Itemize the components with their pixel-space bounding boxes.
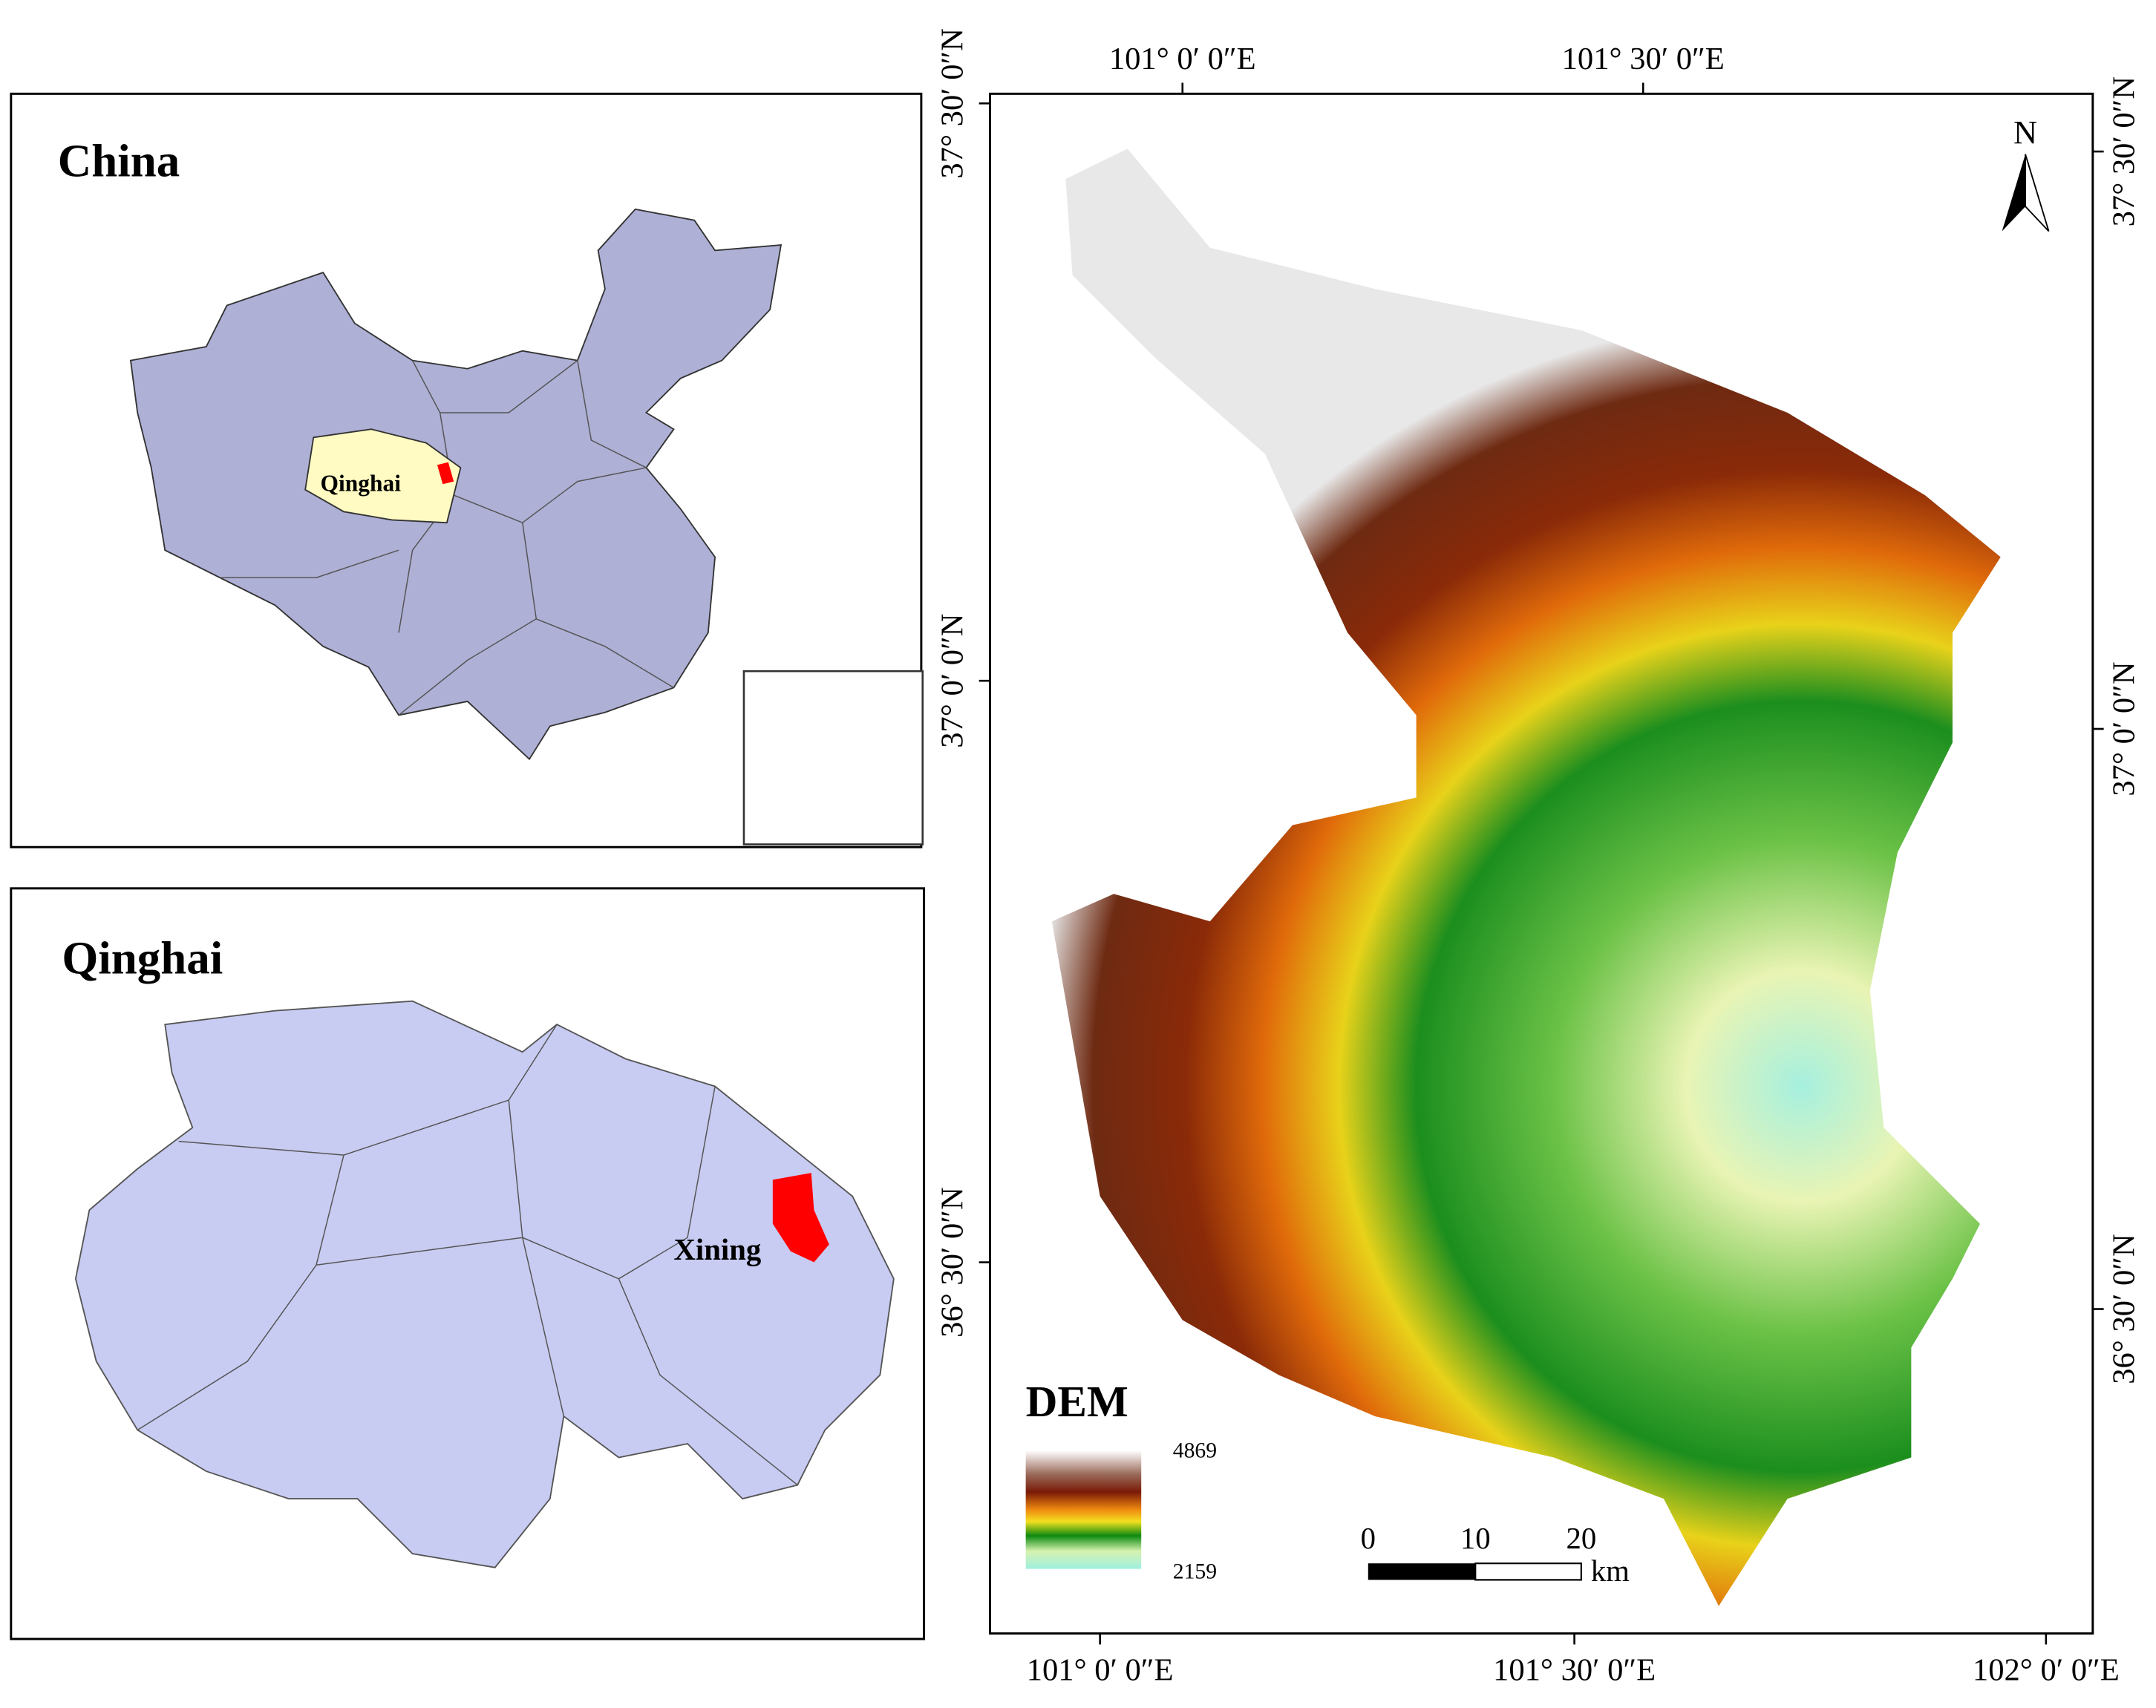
xining-region bbox=[772, 1173, 829, 1263]
top-coord-label: 101° 0′ 0″E bbox=[1109, 42, 1256, 76]
qinghai-outline bbox=[74, 1000, 895, 1568]
bottom-coord-label: 102° 0′ 0″E bbox=[1973, 1653, 2120, 1688]
north-arrow bbox=[2025, 154, 2050, 232]
coordinate-labels: 101° 0′ 0″E 101° 30′ 0″E 101° 0′ 0″E 101° 3… bbox=[935, 28, 2141, 1688]
prefecture-borders bbox=[137, 1024, 798, 1486]
map-frame bbox=[988, 92, 2094, 1635]
scale-labels: 0 10 20 bbox=[1361, 1522, 1597, 1555]
legend-min: 2159 bbox=[1173, 1560, 1217, 1584]
legend-ramp bbox=[1025, 1450, 1142, 1569]
scale-bar bbox=[1474, 1563, 1582, 1581]
south-sea-inset bbox=[742, 670, 924, 845]
panel-title: Qinghai bbox=[62, 932, 223, 984]
scale-bar bbox=[1368, 1563, 1476, 1580]
north-arrow bbox=[2002, 154, 2026, 232]
right-coord-label: 37° 30′ 0″N bbox=[2106, 76, 2141, 227]
top-coord-label: 101° 30′ 0″E bbox=[1562, 42, 1725, 76]
panel-frame bbox=[10, 887, 926, 1640]
legend-max: 4869 bbox=[1173, 1439, 1217, 1463]
qinghai-panel: Qinghai Xining bbox=[10, 887, 926, 1640]
panel-frame bbox=[10, 92, 923, 848]
qinghai-highlight bbox=[304, 428, 462, 524]
qinghai-label: Qinghai bbox=[321, 471, 402, 497]
left-coord-label: 37° 30′ 0″N bbox=[935, 28, 970, 179]
left-coord-label: 36° 30′ 0″N bbox=[935, 1187, 970, 1338]
north-label: N bbox=[2013, 114, 2037, 151]
legend-title: DEM bbox=[1026, 1377, 1128, 1426]
dem-surface bbox=[1051, 148, 2001, 1606]
left-coord-label: 37° 0′ 0″N bbox=[935, 614, 970, 748]
bottom-coord-label: 101° 30′ 0″E bbox=[1493, 1653, 1656, 1688]
panel-title: China bbox=[58, 134, 180, 186]
dem-map: N DEM 4869 2159 0 10 20 km 101° 0′ 0″E 101°… bbox=[935, 28, 2141, 1688]
xining-label: Xining bbox=[674, 1233, 762, 1266]
scale-unit: km bbox=[1591, 1554, 1630, 1588]
study-area-mark bbox=[437, 462, 454, 485]
bottom-coord-label: 101° 0′ 0″E bbox=[1027, 1653, 1174, 1688]
right-coord-label: 37° 0′ 0″N bbox=[2106, 661, 2141, 796]
scale-label: 0 bbox=[1361, 1522, 1376, 1555]
scale-label: 10 bbox=[1460, 1522, 1491, 1555]
scale-label: 20 bbox=[1566, 1522, 1596, 1555]
china-panel: China Qinghai bbox=[10, 92, 924, 848]
right-coord-label: 36° 30′ 0″N bbox=[2106, 1234, 2141, 1384]
